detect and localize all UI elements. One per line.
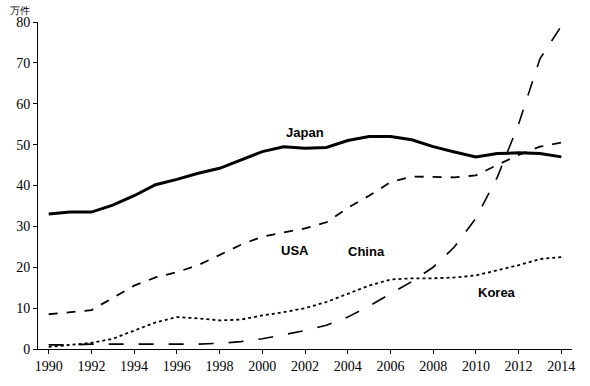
svg-text:1998: 1998 — [206, 359, 234, 374]
svg-text:80: 80 — [16, 15, 30, 30]
svg-text:2012: 2012 — [505, 359, 533, 374]
svg-text:60: 60 — [16, 97, 30, 112]
svg-text:USA: USA — [281, 243, 309, 258]
svg-text:2004: 2004 — [334, 359, 362, 374]
svg-text:0: 0 — [23, 342, 30, 357]
svg-text:2006: 2006 — [376, 359, 404, 374]
svg-text:Korea: Korea — [478, 285, 516, 300]
svg-text:1994: 1994 — [120, 359, 148, 374]
svg-text:China: China — [348, 244, 385, 259]
svg-text:20: 20 — [16, 260, 30, 275]
svg-text:1992: 1992 — [77, 359, 105, 374]
svg-text:70: 70 — [16, 56, 30, 71]
svg-text:Japan: Japan — [286, 125, 324, 140]
svg-text:1996: 1996 — [163, 359, 191, 374]
svg-text:万件: 万件 — [10, 5, 30, 16]
svg-text:2008: 2008 — [419, 359, 447, 374]
svg-text:50: 50 — [16, 138, 30, 153]
svg-text:2000: 2000 — [248, 359, 276, 374]
svg-text:40: 40 — [16, 178, 30, 193]
svg-text:1990: 1990 — [35, 359, 63, 374]
svg-text:30: 30 — [16, 219, 30, 234]
svg-text:2014: 2014 — [547, 359, 575, 374]
svg-text:2002: 2002 — [291, 359, 319, 374]
svg-text:10: 10 — [16, 301, 30, 316]
svg-text:2010: 2010 — [462, 359, 490, 374]
